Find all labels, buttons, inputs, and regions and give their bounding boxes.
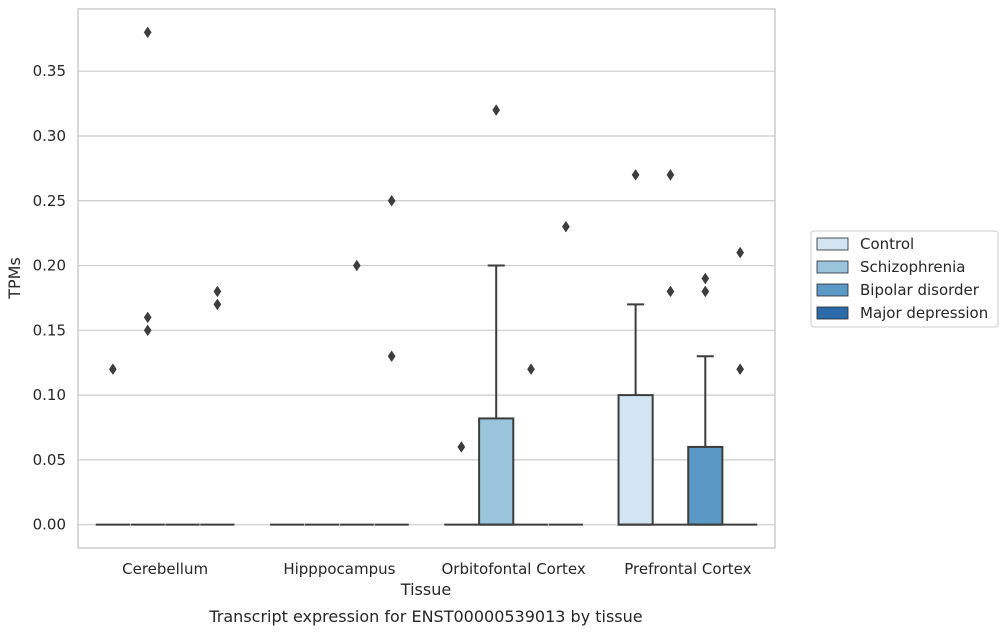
x-tick-label: Hipppocampus <box>283 560 395 578</box>
axis-ticks: 0.00 0.05 0.10 0.15 0.20 0.25 0.30 0.35 Cerebell… <box>33 62 752 578</box>
outlier-point <box>457 441 466 453</box>
outlier-point <box>701 285 710 298</box>
y-tick-label: 0.15 <box>33 321 66 339</box>
outlier-point <box>492 104 501 116</box>
box <box>687 445 724 526</box>
outlier-point <box>666 168 675 181</box>
outlier-point <box>352 259 361 272</box>
outlier-point <box>213 298 222 311</box>
outlier-point <box>143 26 152 39</box>
outlier-point <box>736 363 745 376</box>
series-group <box>95 168 654 526</box>
outlier-point <box>561 220 570 233</box>
outlier-point <box>701 272 710 285</box>
x-tick-label: Prefrontal Cortex <box>624 560 751 578</box>
legend-label-bipolar-disorder: Bipolar disorder <box>860 281 980 299</box>
y-tick-label: 0.00 <box>33 516 66 534</box>
plot-marks <box>95 26 758 526</box>
x-axis-label: Tissue <box>400 580 451 599</box>
outlier-point <box>387 350 396 363</box>
x-tick-label: Orbitofontal Cortex <box>442 560 586 578</box>
y-axis-label: TPMs <box>5 257 24 300</box>
outlier-point <box>108 363 117 376</box>
outlier-point <box>387 194 396 207</box>
box <box>617 394 654 526</box>
series-group <box>200 194 758 526</box>
y-tick-label: 0.20 <box>33 257 66 275</box>
series-group <box>165 259 724 526</box>
legend-frame <box>810 230 999 328</box>
outlier-point <box>631 168 640 181</box>
legend-swatch-major-depression <box>816 306 849 320</box>
legend-swatch-bipolar-disorder <box>816 283 849 297</box>
outlier-point <box>143 324 152 337</box>
legend: Control Schizophrenia Bipolar disorder M… <box>810 230 999 328</box>
legend-swatch-control <box>816 237 849 251</box>
plot-frame <box>77 8 776 549</box>
box <box>478 417 515 526</box>
series-group <box>130 26 688 526</box>
legend-label-control: Control <box>860 235 914 253</box>
outlier-point <box>143 311 152 324</box>
y-tick-label: 0.30 <box>33 127 66 145</box>
y-tick-label: 0.25 <box>33 192 66 210</box>
x-tick-label: Cerebellum <box>122 560 208 578</box>
y-tick-label: 0.05 <box>33 451 66 469</box>
chart-caption: Transcript expression for ENST0000053901… <box>208 607 642 626</box>
y-tick-label: 0.35 <box>33 62 66 80</box>
grid-lines <box>78 70 775 526</box>
legend-swatch-schizophrenia <box>816 260 849 274</box>
outlier-point <box>666 285 675 298</box>
outlier-point <box>527 363 535 376</box>
legend-label-major-depression: Major depression <box>860 304 988 322</box>
y-tick-label: 0.10 <box>33 386 66 404</box>
legend-label-schizophrenia: Schizophrenia <box>860 258 965 276</box>
outlier-point <box>213 285 222 298</box>
outlier-point <box>736 246 745 259</box>
